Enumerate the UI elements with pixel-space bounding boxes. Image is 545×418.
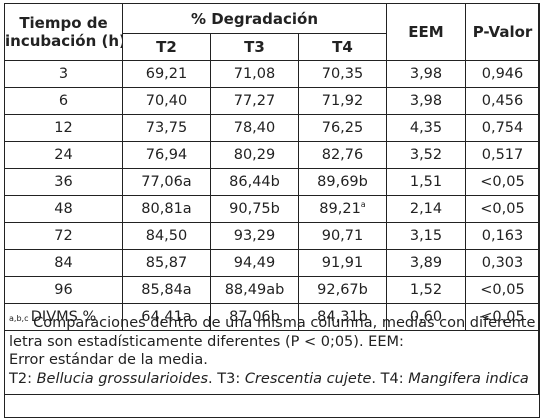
cell-t4: 84,31b <box>298 303 387 331</box>
cell-eem: 3,98 <box>386 87 466 115</box>
cell-p-valor: <0,05 <box>465 303 540 331</box>
table-row: 3 69,21 71,08 70,35 3,98 0,946 <box>4 60 540 88</box>
cell-t3: 86,44b <box>210 168 299 196</box>
cell-eem: 3,98 <box>386 60 466 88</box>
footnote: a,b,c Comparaciones dentro de una misma … <box>9 314 536 388</box>
table-row: 48 80,81a 90,75b 89,21a 2,14 <0,05 <box>4 195 540 223</box>
cell-tiempo: 24 <box>4 141 123 169</box>
cell-t3: 93,29 <box>210 222 299 250</box>
cell-t2: 85,84a <box>122 276 211 304</box>
cell-t2: 84,50 <box>122 222 211 250</box>
table-row: 96 85,84a 88,49ab 92,67b 1,52 <0,05 <box>4 276 540 304</box>
cell-t2: 73,75 <box>122 114 211 142</box>
cell-t2: 69,21 <box>122 60 211 88</box>
cell-p-valor: <0,05 <box>465 168 540 196</box>
header-pvalor: P-Valor <box>465 3 540 61</box>
cell-tiempo: 96 <box>4 276 123 304</box>
cell-t3: 77,27 <box>210 87 299 115</box>
cell-t2: 70,40 <box>122 87 211 115</box>
cell-eem: 3,89 <box>386 249 466 277</box>
footnote-superscript: a,b,c <box>9 314 29 324</box>
cell-t4: 71,92 <box>298 87 387 115</box>
cell-eem: 1,51 <box>386 168 466 196</box>
header-eem: EEM <box>386 3 466 61</box>
cell-p-valor: 0,517 <box>465 141 540 169</box>
cell-tiempo: DIVMS % <box>4 303 123 331</box>
cell-t4: 89,21a <box>298 195 387 223</box>
table-row: 24 76,94 80,29 82,76 3,52 0,517 <box>4 141 540 169</box>
cell-t4: 76,25 <box>298 114 387 142</box>
cell-p-valor: 0,946 <box>465 60 540 88</box>
footnote-treatments: T2: Bellucia grossularioides. T3: Cresce… <box>9 370 529 387</box>
cell-tiempo: 6 <box>4 87 123 115</box>
cell-t3: 94,49 <box>210 249 299 277</box>
cell-tiempo: 84 <box>4 249 123 277</box>
cell-eem: 3,52 <box>386 141 466 169</box>
cell-p-valor: 0,754 <box>465 114 540 142</box>
cell-tiempo: 36 <box>4 168 123 196</box>
cell-tiempo: 3 <box>4 60 123 88</box>
cell-tiempo: 72 <box>4 222 123 250</box>
table-row: 12 73,75 78,40 76,25 4,35 0,754 <box>4 114 540 142</box>
cell-tiempo: 48 <box>4 195 123 223</box>
cell-eem: 4,35 <box>386 114 466 142</box>
cell-eem: 0,60 <box>386 303 466 331</box>
footnote-line-3: Error estándar de la media. <box>9 352 208 368</box>
cell-t4: 70,35 <box>298 60 387 88</box>
cell-p-valor: 0,303 <box>465 249 540 277</box>
cell-t2: 77,06a <box>122 168 211 196</box>
table-row: 72 84,50 93,29 90,71 3,15 0,163 <box>4 222 540 250</box>
table-row: 36 77,06a 86,44b 89,69b 1,51 <0,05 <box>4 168 540 196</box>
cell-t4: 82,76 <box>298 141 387 169</box>
header-t3: T3 <box>210 33 299 61</box>
cell-t2: 76,94 <box>122 141 211 169</box>
cell-t4: 89,69b <box>298 168 387 196</box>
cell-t3: 90,75b <box>210 195 299 223</box>
header-degradacion: % Degradación <box>122 3 387 34</box>
cell-eem: 1,52 <box>386 276 466 304</box>
footnote-line-2: letra son estadísticamente diferentes (P… <box>9 333 404 350</box>
cell-t3: 78,40 <box>210 114 299 142</box>
cell-t2: 85,87 <box>122 249 211 277</box>
cell-p-valor: <0,05 <box>465 276 540 304</box>
cell-tiempo: 12 <box>4 114 123 142</box>
cell-t3: 80,29 <box>210 141 299 169</box>
header-tiempo: Tiempo de incubación (h) <box>4 3 123 61</box>
cell-p-valor: 0,163 <box>465 222 540 250</box>
cell-t2: 80,81a <box>122 195 211 223</box>
cell-eem: 2,14 <box>386 195 466 223</box>
table-row: 84 85,87 94,49 91,91 3,89 0,303 <box>4 249 540 277</box>
header-t4: T4 <box>298 33 387 61</box>
cell-t4: 91,91 <box>298 249 387 277</box>
cell-t4: 90,71 <box>298 222 387 250</box>
cell-eem: 3,15 <box>386 222 466 250</box>
footnote-line-1: Comparaciones dentro de una misma column… <box>28 315 536 331</box>
cell-t3: 71,08 <box>210 60 299 88</box>
cell-t3: 88,49ab <box>210 276 299 304</box>
header-t2: T2 <box>122 33 211 61</box>
table-row: 6 70,40 77,27 71,92 3,98 0,456 <box>4 87 540 115</box>
table-row: DIVMS % 64,41a 87,06b 84,31b 0,60 <0,05 <box>4 303 540 331</box>
cell-t4: 92,67b <box>298 276 387 304</box>
cell-p-valor: 0,456 <box>465 87 540 115</box>
cell-p-valor: <0,05 <box>465 195 540 223</box>
